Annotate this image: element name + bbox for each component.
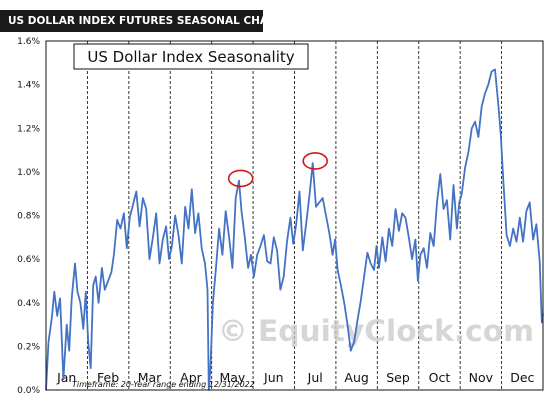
watermark: © EquityClock.com <box>218 314 534 348</box>
month-label: Dec <box>510 370 534 385</box>
month-label: Oct <box>429 370 451 385</box>
seasonal-line <box>45 68 544 391</box>
y-tick-label: 1.2% <box>17 124 40 134</box>
month-label: Apr <box>180 370 202 385</box>
y-tick-label: 0.4% <box>17 299 40 309</box>
month-label: May <box>219 370 245 385</box>
y-tick-label: 0.0% <box>17 386 40 396</box>
month-label: Jun <box>263 370 284 385</box>
month-label: Aug <box>344 370 368 385</box>
month-label: Jan <box>56 370 76 385</box>
y-tick-label: 1.4% <box>17 81 40 91</box>
chart-title: US Dollar Index Seasonality <box>87 48 294 66</box>
y-tick-label: 1.6% <box>17 37 40 47</box>
peak-highlights <box>227 152 329 188</box>
month-label: Jul <box>307 370 323 385</box>
y-tick-label: 1.0% <box>17 168 40 178</box>
month-label: Sep <box>386 370 410 385</box>
plot-frame <box>45 40 544 391</box>
chart-header-banner: US DOLLAR INDEX FUTURES SEASONAL CHART <box>0 10 283 32</box>
month-label: Nov <box>469 370 494 385</box>
plot-lines <box>45 68 544 391</box>
y-tick-label: 0.2% <box>17 342 40 352</box>
chart-header-text: US DOLLAR INDEX FUTURES SEASONAL CHART <box>8 15 283 27</box>
month-label: Mar <box>138 370 162 385</box>
chart-title-box <box>73 43 309 70</box>
x-axis-month-labels: Jan Feb Mar Apr May Jun Jul Aug Sep Oct Nov Dec <box>56 370 534 385</box>
y-tick-label: 0.8% <box>17 212 40 222</box>
peak-highlight-circle <box>227 169 254 188</box>
month-label: Feb <box>97 370 119 385</box>
peak-highlight-circle <box>302 152 329 170</box>
y-tick-label: 0.6% <box>17 255 40 265</box>
timeframe-footnote: Timeframe: 20-Year range ending 12/31/20… <box>72 380 255 389</box>
y-axis-tick-labels: 0.0% 0.2% 0.4% 0.6% 0.8% 1.0% 1.2% 1.4% 1.6% <box>17 37 40 396</box>
